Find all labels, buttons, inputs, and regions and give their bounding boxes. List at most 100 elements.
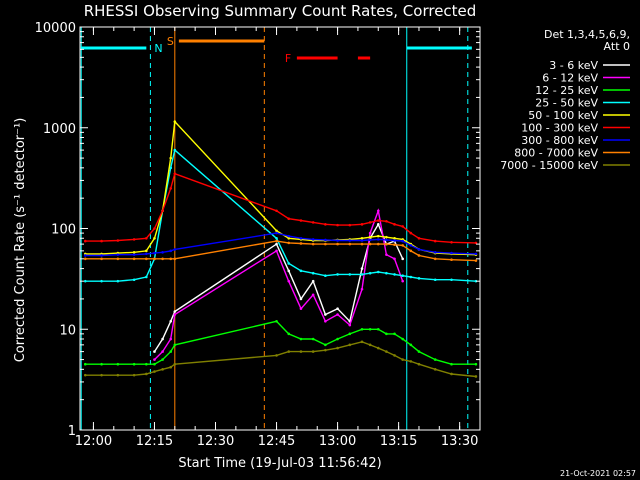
series-5-point-5 [153, 227, 156, 230]
series-5-point-12 [311, 221, 315, 224]
series-5-point-15 [348, 223, 352, 227]
series-7-point-12 [311, 242, 315, 246]
series-6-point-4 [145, 252, 148, 256]
series-6-point-2 [116, 253, 120, 256]
series-8-point-26 [474, 375, 478, 378]
legend-label-8: 7000 - 15000 keV [500, 159, 598, 172]
series-0-point-14 [336, 307, 339, 310]
series-1-point-13 [324, 319, 327, 323]
series-4-point-3 [132, 251, 136, 254]
footer-timestamp: 21-Oct-2021 02:57 [560, 469, 636, 478]
series-2-point-3 [132, 362, 136, 366]
series-5-point-26 [474, 241, 478, 245]
series-1-point-18 [376, 209, 380, 213]
series-8-point-8 [173, 362, 177, 366]
series-3-point-12 [311, 271, 315, 275]
series-7-point-10 [287, 241, 291, 245]
series-1-point-12 [311, 293, 315, 297]
y-tick-label-0: 1 [68, 424, 76, 439]
series-1-point-6 [161, 350, 164, 353]
series-3-point-4 [145, 275, 148, 279]
series-4-point-9 [275, 229, 278, 233]
series-8-point-3 [132, 373, 136, 377]
series-2-point-5 [153, 362, 156, 366]
series-6-point-11 [299, 236, 303, 240]
series-4-point-19 [385, 235, 388, 239]
x-axis-label: Start Time (19-Jul-03 11:56:42) [178, 456, 381, 471]
series-5-point-18 [376, 219, 380, 222]
series-5-point-7 [169, 187, 173, 190]
series-3-point-11 [299, 269, 303, 273]
series-7-point-24 [433, 257, 437, 261]
series-7-point-25 [450, 258, 453, 262]
series-0-point-9 [275, 242, 278, 246]
series-5-point-11 [299, 219, 303, 222]
series-3-point-9 [275, 236, 278, 240]
series-1-point-15 [348, 323, 352, 327]
series-3-point-0 [83, 279, 87, 283]
series-5-point-24 [433, 239, 437, 243]
series-1-point-11 [299, 307, 303, 310]
series-4-point-16 [360, 236, 364, 240]
series-6-point-10 [287, 234, 291, 238]
series-8-point-14 [336, 346, 339, 350]
series-3-point-17 [368, 271, 372, 275]
series-6-point-24 [433, 251, 437, 254]
series-5-point-14 [336, 223, 339, 227]
series-4-point-20 [393, 236, 396, 240]
legend-label-1: 6 - 12 keV [542, 72, 598, 85]
series-8-point-2 [116, 373, 120, 377]
series-7-point-14 [336, 242, 339, 246]
series-0-point-10 [287, 269, 291, 273]
series-5-point-17 [368, 221, 372, 224]
series-3-point-24 [433, 278, 437, 282]
series-7-point-26 [474, 259, 478, 262]
series-6-point-3 [132, 253, 136, 256]
series-3-point-7 [169, 166, 173, 170]
series-0-point-5 [153, 350, 156, 353]
series-2-point-22 [409, 343, 413, 347]
series-5-point-23 [417, 236, 421, 240]
series-8-point-20 [393, 354, 396, 357]
series-6-point-7 [169, 249, 173, 253]
series-8-point-0 [83, 373, 87, 377]
x-tick-label-0: 12:00 [75, 434, 112, 449]
series-6-point-21 [401, 239, 404, 243]
series-3-point-20 [393, 273, 396, 276]
series-8-point-12 [311, 350, 315, 353]
series-1-point-16 [360, 287, 364, 291]
series-2-point-7 [169, 350, 173, 353]
series-2-point-20 [393, 332, 396, 336]
series-4-point-5 [153, 236, 156, 240]
series-7-point-23 [417, 254, 421, 257]
series-2-point-23 [417, 350, 421, 353]
series-5-point-1 [100, 239, 103, 243]
series-5-point-25 [450, 240, 453, 244]
series-0-point-6 [161, 337, 164, 341]
plot-area: NS F 12:00 12:15 12:30 12:45 13:00 13:15 13:30 1 1… [35, 21, 481, 449]
legend-label-4: 50 - 100 keV [528, 109, 598, 122]
series-2-point-13 [324, 343, 327, 347]
series-7-point-19 [385, 242, 388, 246]
y-tick-label-4: 10000 [35, 21, 76, 36]
legend-header-0: Det 1,3,4,5,6,9, [544, 28, 630, 41]
series-2-point-16 [360, 327, 364, 331]
series-5-point-10 [287, 217, 291, 221]
series-6-point-9 [275, 231, 278, 235]
chart-title: RHESSI Observing Summary Count Rates, Co… [84, 2, 477, 20]
series-6-point-16 [360, 239, 364, 242]
series-3-point-10 [287, 262, 291, 265]
series-8-point-10 [287, 350, 291, 353]
series-6-point-6 [161, 251, 164, 254]
series-6-point-8 [173, 248, 177, 251]
series-7-point-20 [393, 243, 396, 247]
series-5-point-22 [409, 231, 413, 235]
series-3-point-13 [324, 274, 327, 278]
series-7-point-8 [173, 257, 177, 261]
series-6-point-22 [409, 244, 413, 247]
series-7-point-2 [116, 257, 120, 261]
series-6-point-13 [324, 238, 327, 242]
series-6-point-14 [336, 239, 339, 242]
legend-label-2: 12 - 25 keV [535, 84, 598, 97]
series-6-point-15 [348, 239, 352, 242]
